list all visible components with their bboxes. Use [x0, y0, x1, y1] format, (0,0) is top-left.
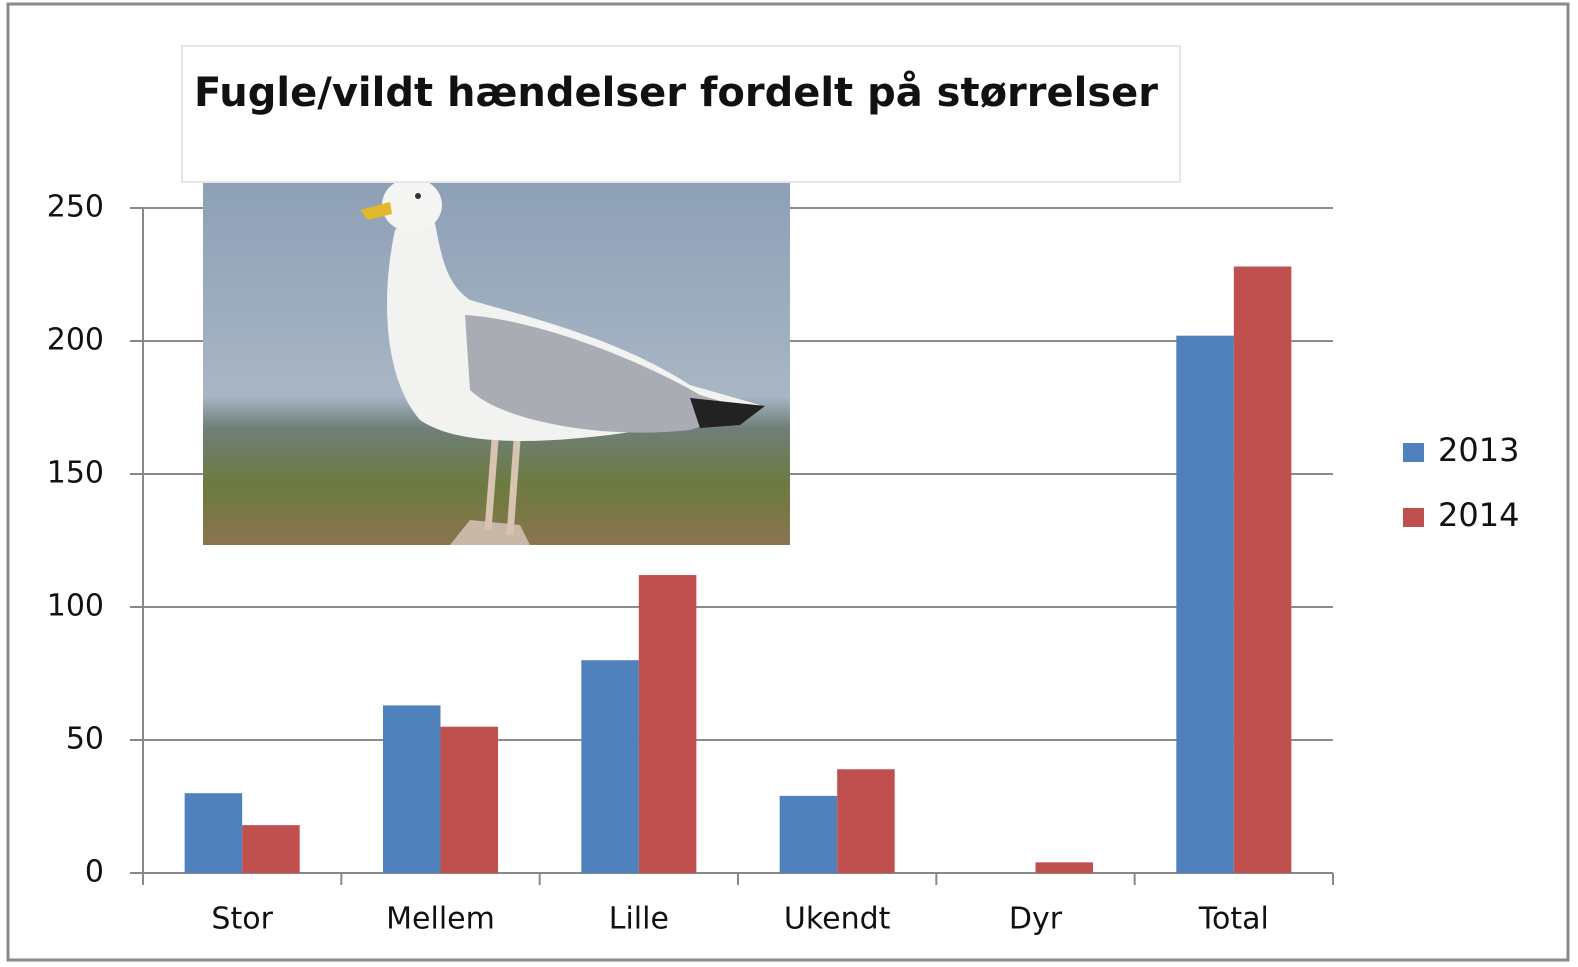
x-tick-label: Mellem — [386, 902, 495, 937]
y-tick-label: 250 — [47, 190, 104, 225]
bar — [383, 705, 441, 873]
bar — [1036, 862, 1094, 873]
bar — [780, 796, 838, 873]
bar — [1234, 267, 1292, 873]
x-tick-label: Dyr — [1009, 902, 1063, 937]
bar — [581, 660, 639, 873]
bar — [242, 825, 300, 873]
bar — [837, 769, 895, 873]
photo — [203, 154, 790, 545]
y-tick-label: 200 — [47, 323, 104, 358]
x-tick-label: Total — [1198, 902, 1269, 937]
x-tick-label: Stor — [211, 902, 273, 937]
x-tick-label: Lille — [609, 902, 669, 937]
y-tick-label: 100 — [47, 589, 104, 624]
bar — [441, 727, 499, 873]
legend-swatch — [1403, 443, 1424, 462]
y-tick-label: 0 — [85, 855, 104, 890]
y-tick-label: 150 — [47, 456, 104, 491]
bar — [639, 575, 697, 873]
x-tick-label: Ukendt — [784, 902, 891, 937]
legend-label: 2014 — [1438, 496, 1519, 534]
y-tick-label: 50 — [66, 722, 104, 757]
bar — [1176, 336, 1234, 873]
chart: 0 50 100 150 200 250 Stor Mellem Lille Ukendt Dyr T… — [0, 0, 1578, 967]
bar — [185, 793, 243, 873]
legend-label: 2013 — [1438, 431, 1519, 469]
legend-swatch — [1403, 508, 1424, 527]
chart-title: Fugle/vildt hændelser fordelt på størrel… — [194, 69, 1158, 116]
